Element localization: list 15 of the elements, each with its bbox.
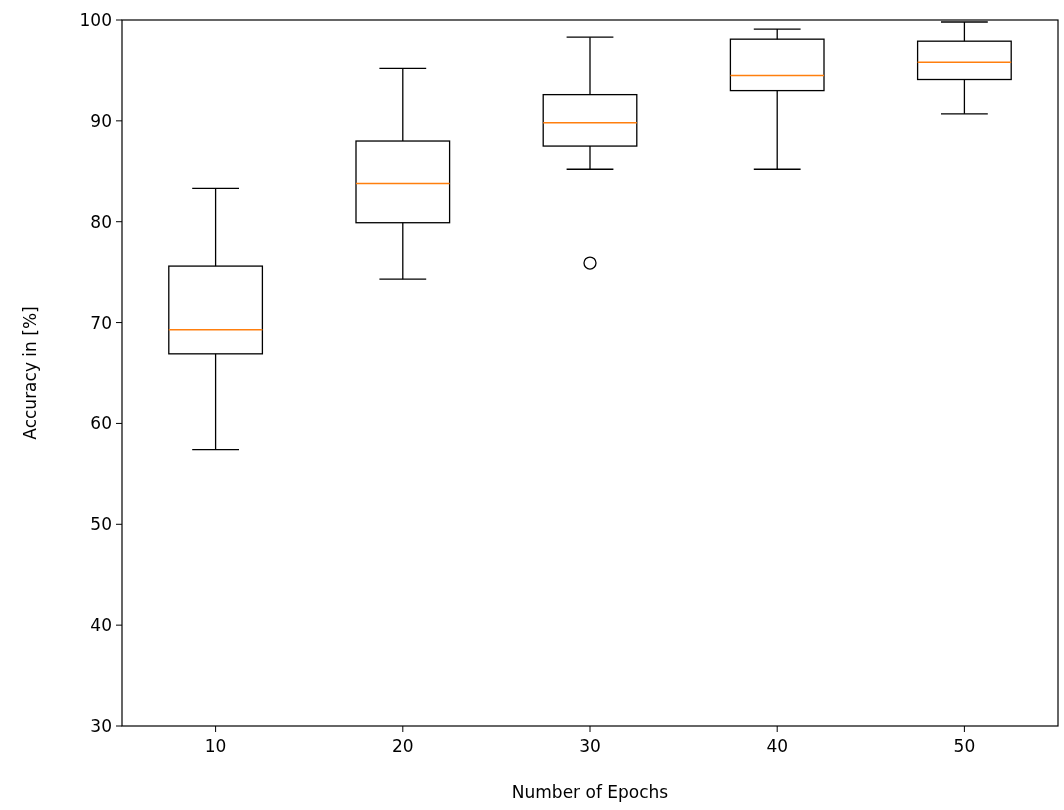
x-tick-label: 40 [766, 736, 789, 756]
y-tick-label: 90 [90, 110, 112, 131]
y-axis-title: Accuracy in [%] [20, 306, 40, 440]
y-tick-label: 40 [90, 615, 112, 636]
y-tick-label: 30 [90, 715, 112, 736]
x-tick-label: 30 [579, 736, 601, 756]
y-tick-label: 70 [90, 312, 112, 333]
x-tick-label: 10 [204, 736, 227, 756]
x-axis-title: Number of Epochs [511, 782, 669, 802]
y-tick-label: 50 [90, 514, 112, 535]
x-tick-label: 50 [953, 736, 976, 756]
y-tick-label: 80 [90, 211, 112, 232]
x-tick-label: 20 [391, 736, 414, 756]
y-tick-label: 60 [90, 413, 112, 434]
y-tick-label: 100 [79, 9, 112, 30]
